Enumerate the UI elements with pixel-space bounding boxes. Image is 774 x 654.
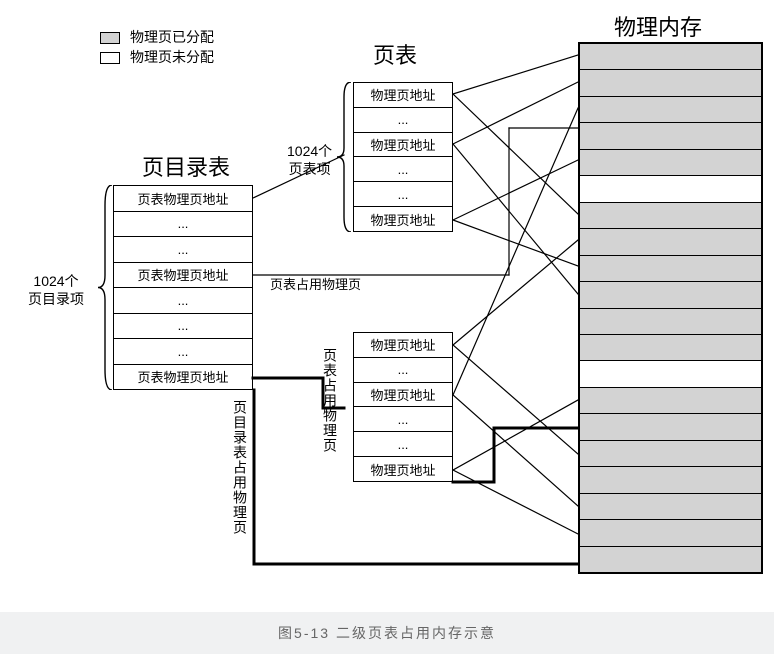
title-page-dir: 页目录表: [142, 150, 230, 182]
table-cell: 物理页地址: [354, 132, 452, 157]
memory-page: [580, 69, 761, 95]
memory-page: [580, 281, 761, 307]
memory-page: [580, 308, 761, 334]
table-cell: 物理页地址: [354, 382, 452, 407]
label-pt-phys-vert: 页表占用物理页: [320, 348, 340, 453]
brace-page-dir: [98, 185, 112, 390]
table-cell: 页表物理页地址: [114, 364, 252, 390]
legend-alloc-swatch: [100, 32, 120, 44]
table-cell: ...: [354, 181, 452, 206]
memory-page: [580, 255, 761, 281]
memory-page: [580, 202, 761, 228]
memory-page: [580, 44, 761, 69]
title-page-table: 页表: [373, 38, 417, 70]
label-dir-phys-vert: 页目录表占用物理页: [230, 400, 250, 535]
memory-page: [580, 96, 761, 122]
table-cell: ...: [354, 156, 452, 181]
table-cell: 物理页地址: [354, 333, 452, 357]
label-dir-count: 1024个页目录项: [28, 272, 84, 308]
memory-page: [580, 149, 761, 175]
memory-page: [580, 175, 761, 201]
memory-page: [580, 440, 761, 466]
brace-page-table: [337, 82, 351, 232]
table-cell: 物理页地址: [354, 206, 452, 231]
page-directory-table: 页表物理页地址......页表物理页地址.........页表物理页地址: [113, 185, 253, 390]
table-cell: ...: [114, 287, 252, 313]
table-cell: ...: [354, 406, 452, 431]
memory-page: [580, 493, 761, 519]
figure-caption: 图5-13 二级页表占用内存示意: [0, 612, 774, 654]
legend-free-label: 物理页未分配: [130, 48, 214, 66]
memory-page: [580, 413, 761, 439]
memory-page: [580, 546, 761, 572]
table-cell: 物理页地址: [354, 456, 452, 481]
table-cell: ...: [114, 313, 252, 339]
table-cell: ...: [114, 211, 252, 237]
label-pt-count: 1024个页表项: [287, 142, 332, 178]
page-table-bottom: 物理页地址...物理页地址......物理页地址: [353, 332, 453, 482]
memory-page: [580, 334, 761, 360]
memory-page: [580, 228, 761, 254]
legend-alloc-label: 物理页已分配: [130, 28, 214, 46]
memory-page: [580, 519, 761, 545]
table-cell: 页表物理页地址: [114, 186, 252, 211]
table-cell: ...: [114, 236, 252, 262]
table-cell: ...: [354, 107, 452, 132]
title-phys-mem: 物理内存: [614, 10, 702, 42]
legend-free-swatch: [100, 52, 120, 64]
diagram-canvas: 物理页已分配 物理页未分配 页目录表 页表 物理内存 页表物理页地址......…: [0, 0, 774, 654]
memory-page: [580, 387, 761, 413]
table-cell: ...: [354, 357, 452, 382]
table-cell: 页表物理页地址: [114, 262, 252, 288]
table-cell: 物理页地址: [354, 83, 452, 107]
page-table-top: 物理页地址...物理页地址......物理页地址: [353, 82, 453, 232]
memory-page: [580, 466, 761, 492]
physical-memory-column: [578, 42, 763, 574]
table-cell: ...: [114, 338, 252, 364]
memory-page: [580, 360, 761, 386]
table-cell: ...: [354, 431, 452, 456]
memory-page: [580, 122, 761, 148]
label-pt-phys-line: 页表占用物理页: [270, 277, 361, 294]
